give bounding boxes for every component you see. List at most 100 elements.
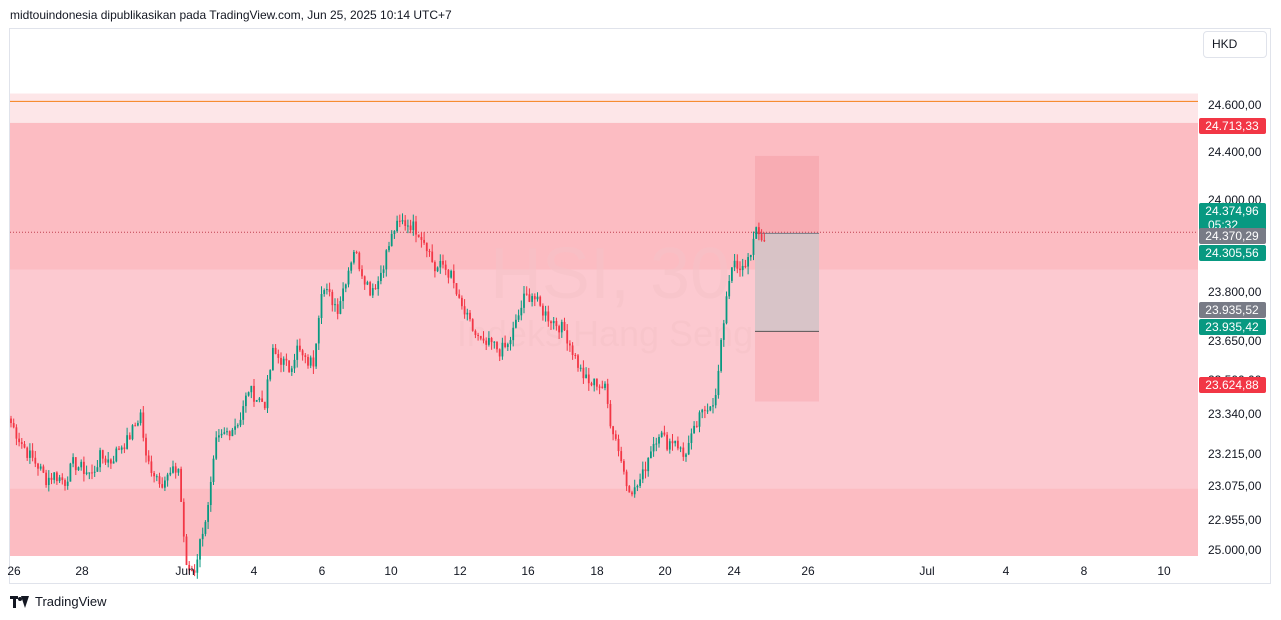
candle-body — [128, 435, 131, 440]
candle-body — [722, 323, 725, 340]
candle-body — [361, 269, 363, 277]
chart-frame[interactable] — [9, 28, 1271, 584]
x-tick-label: 16 — [521, 564, 535, 578]
watermark-symbol: HSI, 30 — [490, 234, 730, 314]
candle-body — [417, 234, 420, 237]
candle-body — [617, 438, 620, 452]
candle-body — [280, 357, 282, 365]
price-label-bg — [1199, 228, 1266, 244]
candle-body — [342, 288, 344, 302]
candle-body — [452, 270, 455, 284]
candle-body — [515, 319, 517, 328]
candle-body — [542, 305, 544, 316]
candles-layer — [10, 213, 766, 579]
candle-body — [115, 448, 118, 462]
candle-body — [539, 296, 542, 306]
candle-body — [466, 312, 469, 315]
x-tick-label: 26 — [7, 564, 21, 578]
candle-body — [293, 359, 296, 369]
candle-body — [666, 434, 668, 450]
candle-body — [733, 260, 736, 268]
candle-body — [587, 374, 590, 384]
candle-body — [301, 350, 304, 356]
x-tick-label: 6 — [319, 564, 326, 578]
candle-body — [223, 432, 226, 434]
y-tick-label: 23.800,00 — [1208, 285, 1262, 299]
candle-body — [682, 447, 685, 457]
candle-body — [663, 432, 666, 435]
x-tick-label: 4 — [1003, 564, 1010, 578]
candle-body — [714, 395, 717, 406]
x-tick-label: Jul — [919, 564, 934, 578]
candle-body — [428, 251, 431, 253]
candle-body — [639, 479, 641, 486]
candle-body — [164, 480, 166, 488]
candle-body — [512, 327, 515, 341]
candle-body — [706, 410, 709, 412]
candle-body — [407, 225, 409, 227]
publish-header: midtouindonesia dipublikasikan pada Trad… — [10, 8, 452, 22]
candle-body — [347, 270, 350, 285]
candle-body — [269, 370, 272, 380]
candle-body — [431, 251, 434, 263]
candle-body — [585, 374, 587, 379]
candle-body — [131, 425, 134, 440]
candle-body — [236, 425, 239, 427]
candle-body — [374, 288, 377, 290]
candle-body — [477, 334, 479, 336]
candle-body — [671, 441, 674, 444]
y-tick-label: 24.600,00 — [1208, 98, 1262, 112]
position-profit-filled — [755, 233, 819, 332]
candle-body — [712, 405, 714, 407]
candle-body — [423, 239, 425, 243]
candle-body — [263, 401, 266, 409]
candle-body — [369, 282, 371, 296]
price-label: 23.935,52 — [1205, 303, 1259, 317]
candle-body — [504, 342, 506, 347]
candle-body — [612, 426, 614, 435]
candle-body — [704, 409, 706, 411]
candle-body — [660, 432, 663, 437]
candle-body — [574, 354, 577, 356]
candle-body — [177, 468, 180, 473]
candle-body — [315, 343, 317, 367]
candle-body — [739, 268, 741, 271]
candle-body — [277, 354, 280, 358]
candle-body — [596, 378, 598, 387]
candle-body — [226, 431, 228, 433]
price-label-bg — [1199, 245, 1266, 261]
candle-body — [61, 477, 64, 481]
candle-body — [285, 358, 288, 361]
candle-body — [444, 264, 447, 270]
candle-body — [134, 425, 137, 427]
candle-body — [158, 476, 161, 485]
candle-body — [517, 315, 520, 320]
candle-body — [299, 345, 301, 351]
candle-body — [463, 306, 466, 315]
upper-resistance-zone — [10, 122, 1198, 270]
time-axis: 26 28 Jun 4 6 10 12 16 18 20 24 26 Jul 4 8 10 — [7, 564, 1171, 578]
candle-body — [10, 418, 12, 424]
currency-button[interactable]: HKD — [1203, 31, 1267, 58]
candle-body — [533, 296, 536, 300]
candle-body — [91, 472, 93, 474]
price-label-bg — [1199, 319, 1266, 335]
candle-body — [288, 360, 290, 372]
candle-body — [601, 386, 604, 388]
candle-body — [566, 330, 569, 344]
candle-body — [328, 289, 331, 292]
candle-body — [687, 442, 690, 455]
candle-body — [147, 455, 150, 462]
position-target-zone — [755, 331, 819, 402]
candle-body — [99, 450, 101, 468]
y-tick-label: 25.000,00 — [1208, 543, 1262, 557]
candle-body — [377, 281, 380, 290]
candle-body — [355, 251, 358, 253]
candle-body — [371, 288, 374, 296]
candle-body — [101, 450, 104, 459]
candle-body — [741, 265, 744, 271]
candle-body — [447, 269, 450, 278]
price-label-bg — [1199, 118, 1266, 134]
candle-body — [188, 564, 191, 571]
